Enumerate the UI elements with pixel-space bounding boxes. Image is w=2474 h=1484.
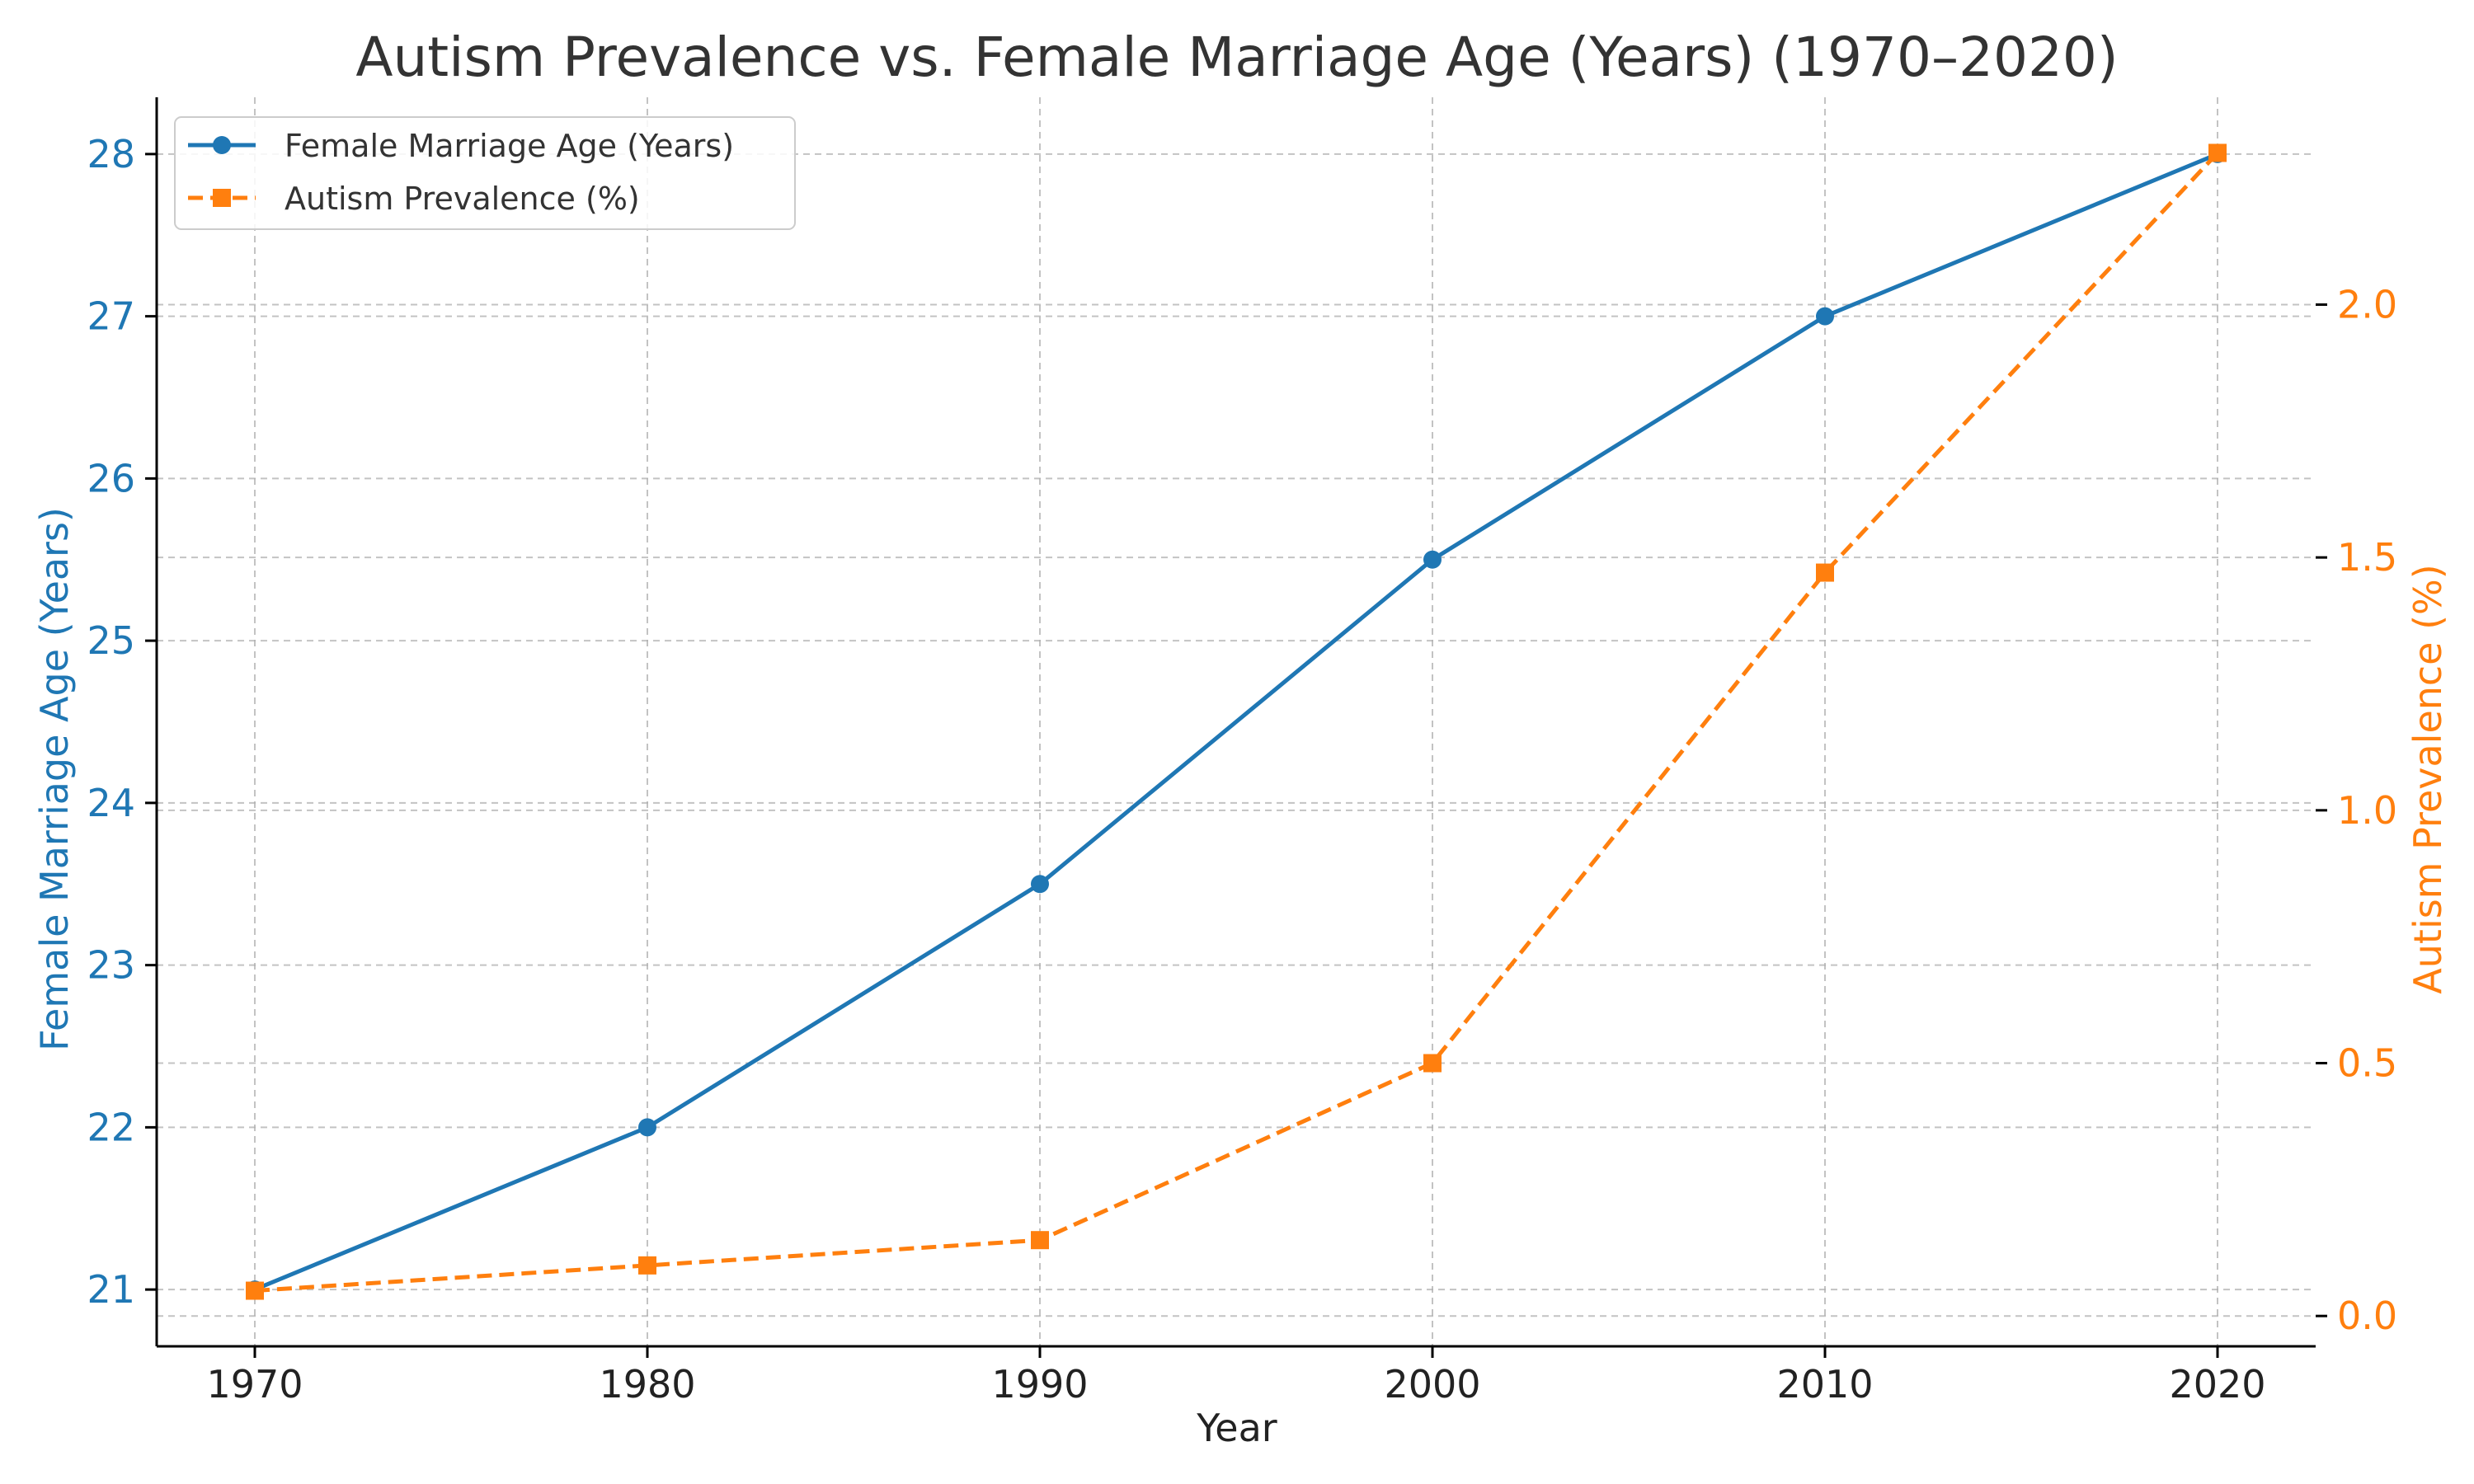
- left-axis-title: Female Marriage Age (Years): [32, 507, 77, 1051]
- left-tick-label: 22: [87, 1105, 135, 1149]
- series-1: [246, 143, 2227, 1300]
- right-tick-label: 0.0: [2337, 1294, 2397, 1338]
- legend-label-marriage-age: Female Marriage Age (Years): [285, 128, 734, 164]
- data-point-square: [1031, 1231, 1049, 1250]
- legend-marker-circle: [213, 136, 231, 154]
- data-point-circle: [1816, 307, 1834, 326]
- left-tick-label: 28: [87, 132, 135, 176]
- grid-layer: [157, 97, 2316, 1346]
- legend-entry-autism-prevalence: Autism Prevalence (%): [188, 181, 640, 217]
- x-tick-label: 2020: [2169, 1362, 2265, 1407]
- axes-layer: 1970 1980 1990 2000 2010 2020 21 22 23 24 25 26 27 28…: [87, 97, 2397, 1407]
- series-0: [246, 144, 2227, 1299]
- x-tick-label: 1990: [991, 1362, 1088, 1407]
- right-axis-title: Autism Prevalence (%): [2406, 564, 2450, 993]
- legend-frame: [174, 116, 796, 230]
- left-tick-label: 24: [87, 781, 135, 825]
- x-tick-label: 1980: [599, 1362, 695, 1407]
- data-point-square: [246, 1281, 264, 1300]
- left-tick-label: 26: [87, 456, 135, 500]
- left-tick-label: 23: [87, 943, 135, 988]
- legend-marker-square: [213, 189, 231, 207]
- data-point-circle: [1423, 550, 1442, 569]
- right-tick-label: 0.5: [2337, 1041, 2397, 1086]
- chart-title: Autism Prevalence vs. Female Marriage Ag…: [355, 26, 2118, 89]
- series-line: [254, 152, 2218, 1292]
- legend-label-autism-prevalence: Autism Prevalence (%): [285, 181, 640, 217]
- right-tick-label: 1.0: [2337, 788, 2397, 833]
- data-point-square: [1816, 563, 1834, 582]
- left-tick-label: 27: [87, 294, 135, 339]
- left-tick-label: 21: [87, 1267, 135, 1312]
- data-point-circle: [1031, 875, 1049, 894]
- data-point-square: [1423, 1054, 1442, 1073]
- series-layer: [246, 143, 2227, 1300]
- x-tick-label: 2000: [1384, 1362, 1480, 1407]
- x-axis-title: Year: [1196, 1406, 1277, 1450]
- data-point-square: [638, 1256, 656, 1275]
- x-tick-label: 2010: [1776, 1362, 1873, 1407]
- right-tick-label: 1.5: [2337, 535, 2397, 580]
- legend-entry-marriage-age: Female Marriage Age (Years): [188, 128, 734, 164]
- right-tick-label: 2.0: [2337, 282, 2397, 326]
- data-point-square: [2208, 143, 2227, 162]
- left-tick-label: 25: [87, 618, 135, 663]
- data-point-circle: [638, 1118, 656, 1137]
- legend: Female Marriage Age (Years) Autism Preva…: [174, 116, 796, 230]
- series-line: [254, 151, 2219, 1293]
- x-tick-label: 1970: [206, 1362, 303, 1407]
